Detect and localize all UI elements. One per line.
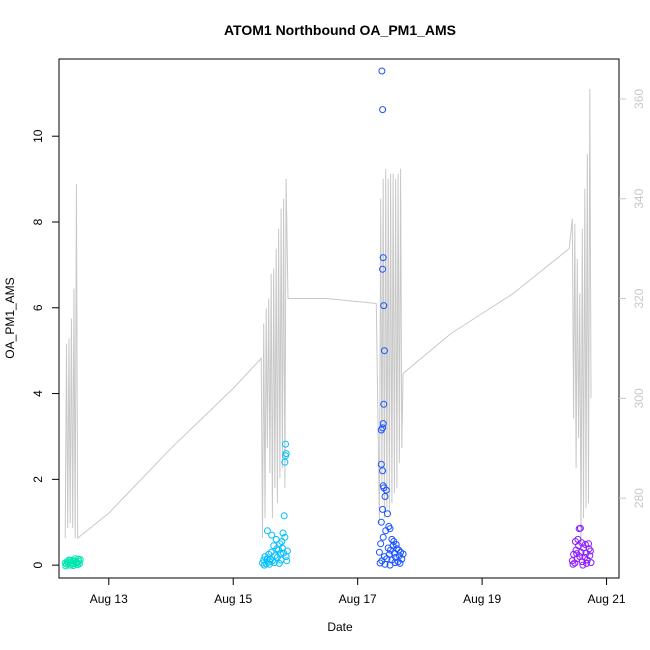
data-point [379,424,387,432]
x-axis: Aug 13 Aug 15 Aug 17 Aug 19 Aug 21 [90,578,626,606]
y-tick-label: 2 [31,476,45,483]
data-point [267,555,275,563]
data-point [379,533,387,541]
data-point [379,265,387,273]
y2-tick-label: 280 [632,488,646,508]
data-point [569,560,577,568]
data-point [275,546,283,554]
data-point [587,559,595,567]
data-point [388,535,396,543]
data-point [277,550,284,558]
y-tick-label: 0 [31,561,45,568]
y2-tick-label: 300 [632,388,646,408]
data-point [377,540,385,548]
x-tick-label: Aug 17 [339,592,377,606]
data-point [262,560,270,568]
plot-frame [58,58,620,579]
data-point [583,559,591,567]
data-point [379,467,387,475]
y-axis-left: 0 2 4 6 8 10 [31,129,59,568]
y2-tick-label: 340 [632,188,646,208]
data-point [263,527,271,535]
y2-tick-label: 320 [632,288,646,308]
data-point [377,518,385,526]
y2-tick-label: 360 [632,89,646,109]
data-point [393,545,401,553]
data-point [265,560,273,568]
scatter-points-layer [61,67,595,570]
series-group-4 [568,524,595,569]
data-point [268,531,276,539]
x-tick-label: Aug 21 [588,592,626,606]
series-group-1 [61,555,84,570]
data-point [380,400,388,408]
data-point [586,547,594,555]
data-point [74,555,82,563]
data-point [395,546,403,554]
data-point [376,559,384,567]
data-point [581,541,589,548]
data-point [278,538,286,545]
data-point [377,460,385,468]
data-point [379,420,387,428]
data-point [375,548,383,556]
y-tick-label: 6 [31,304,45,311]
secondary-series-line [64,88,592,549]
data-point [260,561,268,569]
data-point [578,539,586,547]
data-point [384,510,391,518]
data-point [381,560,389,568]
data-point [386,525,394,533]
data-point [399,550,407,558]
data-point [573,550,581,558]
y-tick-label: 8 [31,218,45,225]
data-point [396,559,404,567]
x-axis-label: Date [327,620,353,634]
data-point [385,550,393,558]
data-point [391,559,399,567]
data-point [282,440,289,448]
data-point [586,552,594,560]
x-tick-label: Aug 15 [214,592,252,606]
data-point [382,486,390,494]
data-point [280,512,288,520]
x-tick-label: Aug 19 [463,592,501,606]
data-point [380,302,388,310]
data-point [576,524,584,532]
data-point [379,505,387,513]
data-point [379,106,387,114]
data-point [379,254,387,262]
data-point [270,559,278,567]
series-group-2 [259,440,291,569]
y-tick-label: 10 [31,129,45,143]
data-point [392,541,400,548]
data-point [71,557,79,565]
chart-title: ATOM1 Northbound OA_PM1_AMS [224,22,456,38]
data-point [283,557,291,565]
y-axis-right: 280 300 320 340 360 [619,89,646,508]
y-axis-label: OA_PM1_AMS [3,277,17,358]
data-point [380,347,388,355]
data-point [76,560,83,568]
data-point [381,493,389,500]
data-point [273,545,281,553]
data-point [378,67,386,75]
data-point [585,540,592,548]
data-point [398,555,406,563]
y-tick-label: 4 [31,390,45,397]
data-point [282,450,290,458]
secondary-line-layer [64,88,592,549]
data-point [579,561,587,569]
data-point [275,559,283,567]
x-tick-label: Aug 13 [90,592,128,606]
series-group-3 [375,67,407,569]
data-point [283,547,291,555]
data-point [279,529,287,537]
